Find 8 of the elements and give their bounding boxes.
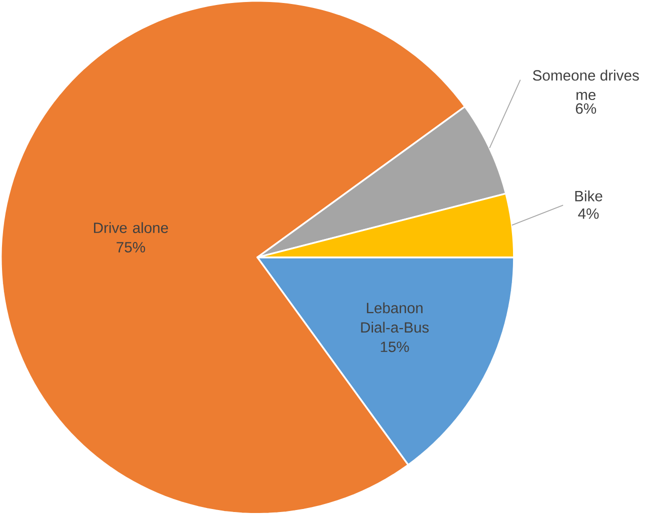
data-label: 75% <box>116 242 146 253</box>
slice-label: Bike <box>575 190 602 202</box>
slice-label: Someone drives me <box>532 70 639 100</box>
data-label: 6% <box>576 103 596 114</box>
slice-label: Lebanon Dial-a-Bus <box>361 302 429 333</box>
slice-label: Drive alone <box>94 222 168 234</box>
data-label: 4% <box>578 208 599 219</box>
data-label: 15% <box>380 342 409 352</box>
